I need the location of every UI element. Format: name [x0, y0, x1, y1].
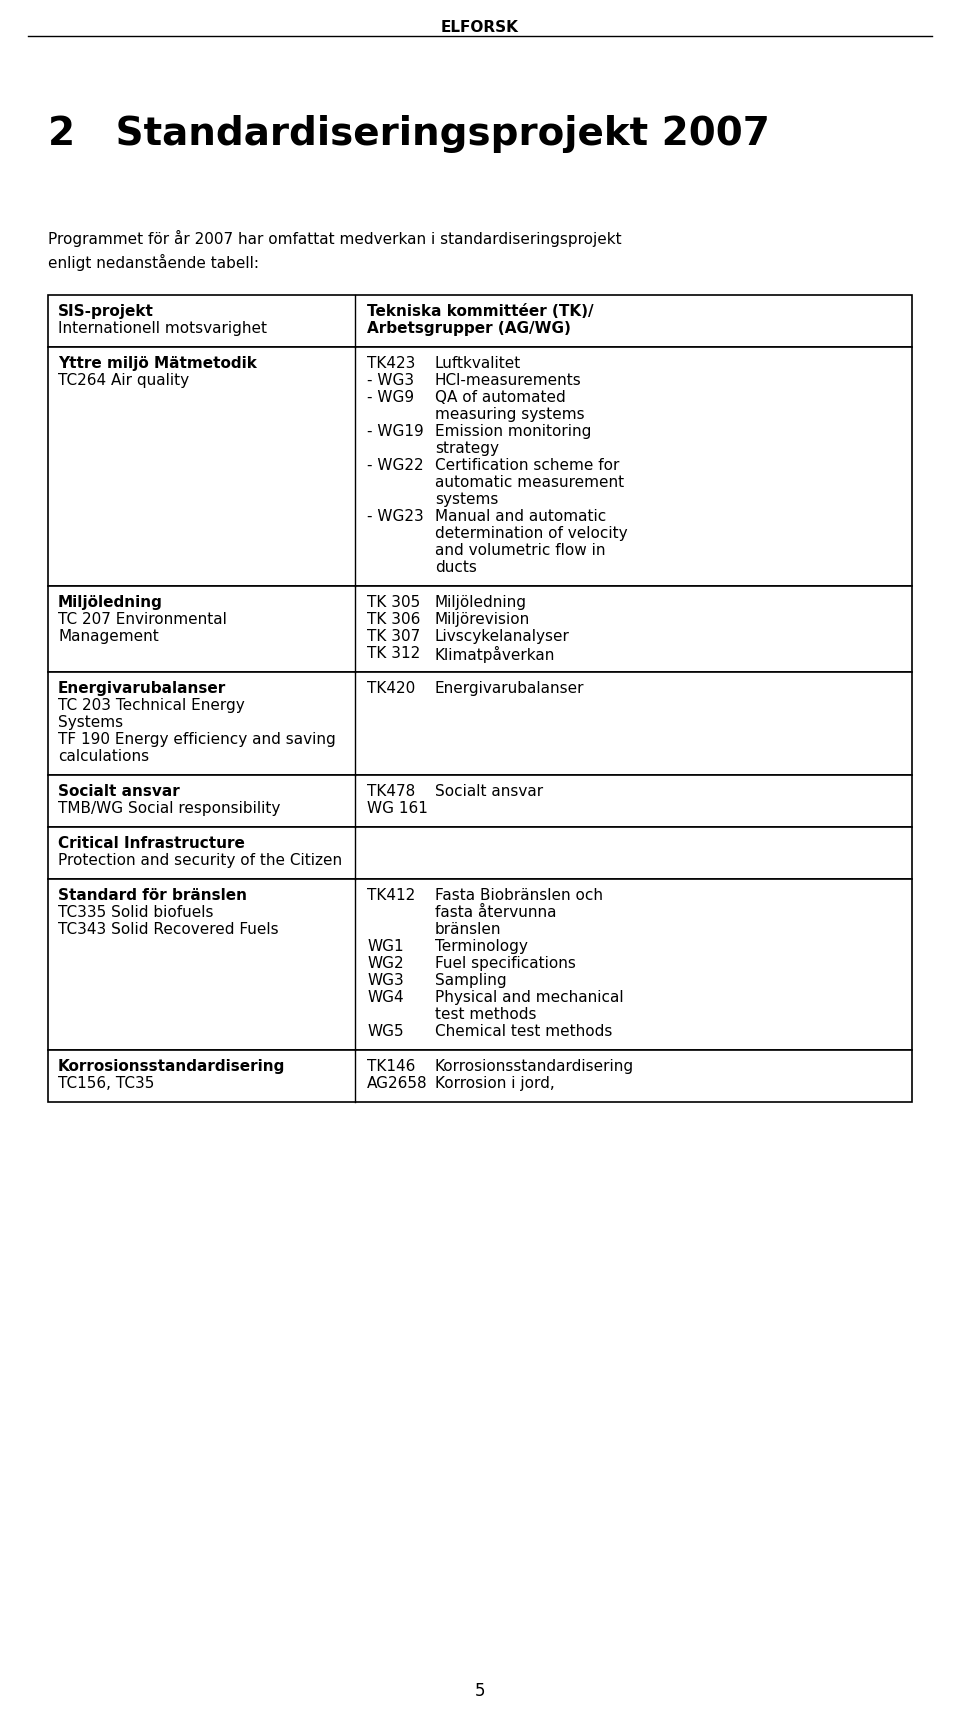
Text: fasta återvunna: fasta återvunna	[435, 905, 557, 921]
Text: 5: 5	[475, 1681, 485, 1700]
Text: Emission monitoring: Emission monitoring	[435, 423, 591, 439]
Text: Livscykelanalyser: Livscykelanalyser	[435, 628, 570, 644]
Text: Chemical test methods: Chemical test methods	[435, 1024, 612, 1039]
Text: - WG23: - WG23	[367, 509, 423, 523]
Text: Protection and security of the Citizen: Protection and security of the Citizen	[58, 854, 342, 867]
Text: Energivarubalanser: Energivarubalanser	[435, 682, 585, 695]
Text: TC264 Air quality: TC264 Air quality	[58, 373, 189, 387]
Text: - WG9: - WG9	[367, 391, 414, 404]
Bar	[48, 348, 912, 585]
Text: HCl-measurements: HCl-measurements	[435, 373, 582, 387]
Text: Arbetsgrupper (AG/WG): Arbetsgrupper (AG/WG)	[367, 322, 571, 336]
Text: TK478: TK478	[367, 785, 416, 799]
Text: TK412: TK412	[367, 888, 416, 904]
Bar	[48, 774, 912, 828]
Text: SIS-projekt: SIS-projekt	[58, 305, 154, 318]
Text: Korrosionsstandardisering: Korrosionsstandardisering	[58, 1058, 285, 1074]
Text: Fuel specifications: Fuel specifications	[435, 955, 576, 971]
Bar	[48, 671, 912, 774]
Bar	[48, 828, 912, 879]
Text: WG4: WG4	[367, 990, 403, 1005]
Text: Korrosion i jord,: Korrosion i jord,	[435, 1076, 555, 1091]
Text: Korrosionsstandardisering: Korrosionsstandardisering	[435, 1058, 635, 1074]
Text: Socialt ansvar: Socialt ansvar	[58, 785, 180, 799]
Bar	[48, 294, 912, 348]
Text: TK420: TK420	[367, 682, 416, 695]
Text: bränslen: bränslen	[435, 922, 501, 936]
Text: WG 161: WG 161	[367, 800, 428, 816]
Text: Miljöledning: Miljöledning	[58, 595, 163, 609]
Text: Critical Infrastructure: Critical Infrastructure	[58, 836, 245, 850]
Text: calculations: calculations	[58, 749, 149, 764]
Text: Standard för bränslen: Standard för bränslen	[58, 888, 247, 904]
Bar	[48, 585, 912, 671]
Bar	[48, 879, 912, 1050]
Text: WG2: WG2	[367, 955, 403, 971]
Text: TMB/WG Social responsibility: TMB/WG Social responsibility	[58, 800, 280, 816]
Text: Internationell motsvarighet: Internationell motsvarighet	[58, 322, 267, 336]
Text: TF 190 Energy efficiency and saving: TF 190 Energy efficiency and saving	[58, 731, 336, 747]
Text: QA of automated: QA of automated	[435, 391, 565, 404]
Text: Energivarubalanser: Energivarubalanser	[58, 682, 227, 695]
Text: - WG3: - WG3	[367, 373, 414, 387]
Text: TC343 Solid Recovered Fuels: TC343 Solid Recovered Fuels	[58, 922, 278, 936]
Text: determination of velocity: determination of velocity	[435, 527, 628, 540]
Text: WG1: WG1	[367, 940, 403, 953]
Text: TK146: TK146	[367, 1058, 416, 1074]
Text: Fasta Biobränslen och: Fasta Biobränslen och	[435, 888, 603, 904]
Text: Socialt ansvar: Socialt ansvar	[435, 785, 543, 799]
Text: TK 306: TK 306	[367, 613, 420, 626]
Text: TK 305: TK 305	[367, 595, 420, 609]
Text: test methods: test methods	[435, 1007, 537, 1022]
Text: measuring systems: measuring systems	[435, 406, 585, 422]
Text: Tekniska kommittéer (TK)/: Tekniska kommittéer (TK)/	[367, 305, 593, 318]
Text: 2   Standardiseringsprojekt 2007: 2 Standardiseringsprojekt 2007	[48, 115, 770, 153]
Text: Sampling: Sampling	[435, 972, 507, 988]
Text: TC 203 Technical Energy: TC 203 Technical Energy	[58, 699, 245, 712]
Text: Programmet för år 2007 har omfattat medverkan i standardiseringsprojekt
enligt n: Programmet för år 2007 har omfattat medv…	[48, 231, 622, 270]
Text: ELFORSK: ELFORSK	[441, 21, 519, 34]
Text: Miljörevision: Miljörevision	[435, 613, 530, 626]
Text: Luftkvalitet: Luftkvalitet	[435, 356, 521, 372]
Text: TK 312: TK 312	[367, 645, 420, 661]
Text: TK 307: TK 307	[367, 628, 420, 644]
Text: and volumetric flow in: and volumetric flow in	[435, 544, 606, 558]
Text: Physical and mechanical: Physical and mechanical	[435, 990, 624, 1005]
Bar	[48, 1050, 912, 1101]
Text: Management: Management	[58, 628, 158, 644]
Text: Miljöledning: Miljöledning	[435, 595, 527, 609]
Text: automatic measurement: automatic measurement	[435, 475, 624, 490]
Text: WG5: WG5	[367, 1024, 403, 1039]
Text: TC156, TC35: TC156, TC35	[58, 1076, 155, 1091]
Text: Yttre miljö Mätmetodik: Yttre miljö Mätmetodik	[58, 356, 257, 372]
Text: Systems: Systems	[58, 714, 123, 730]
Text: strategy: strategy	[435, 441, 499, 456]
Text: systems: systems	[435, 492, 498, 508]
Text: TC335 Solid biofuels: TC335 Solid biofuels	[58, 905, 213, 921]
Text: WG3: WG3	[367, 972, 404, 988]
Text: ducts: ducts	[435, 559, 477, 575]
Text: Manual and automatic: Manual and automatic	[435, 509, 607, 523]
Text: AG2658: AG2658	[367, 1076, 427, 1091]
Text: - WG19: - WG19	[367, 423, 423, 439]
Text: TK423: TK423	[367, 356, 416, 372]
Text: Klimatpåverkan: Klimatpåverkan	[435, 645, 556, 663]
Text: Terminology: Terminology	[435, 940, 528, 953]
Text: TC 207 Environmental: TC 207 Environmental	[58, 613, 227, 626]
Text: - WG22: - WG22	[367, 458, 423, 473]
Text: Certification scheme for: Certification scheme for	[435, 458, 619, 473]
